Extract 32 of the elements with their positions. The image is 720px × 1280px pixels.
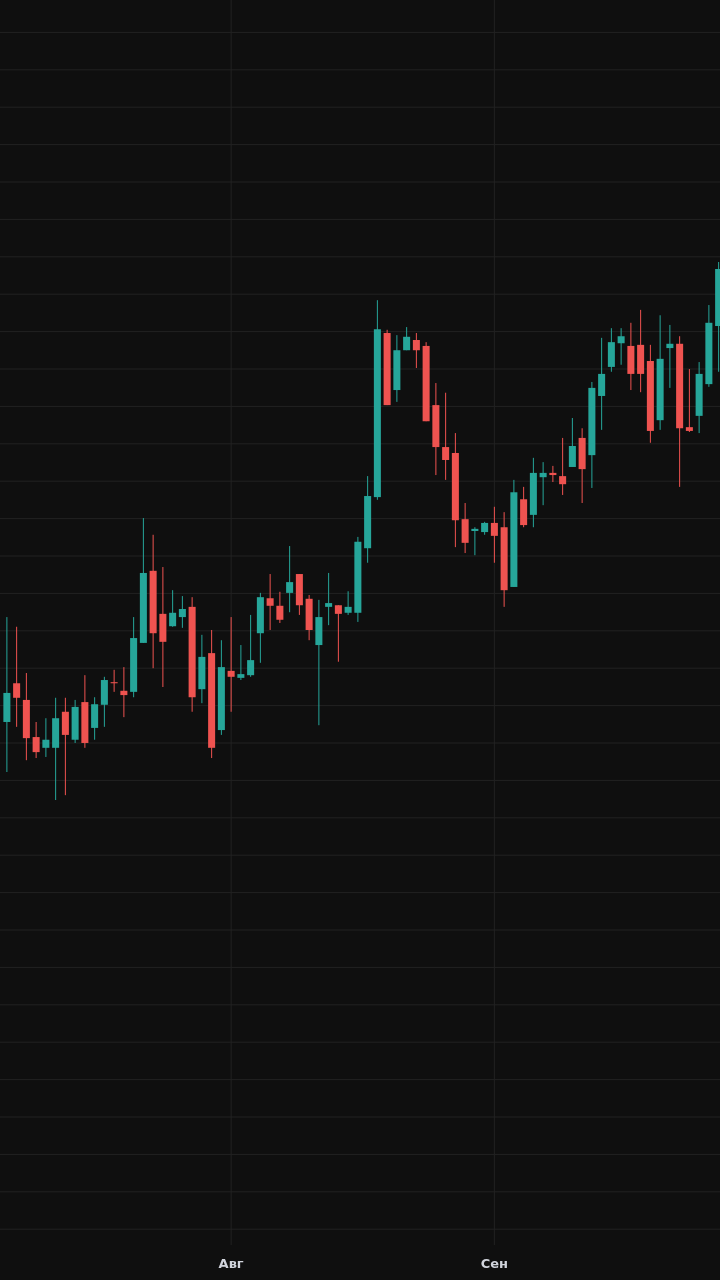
candlestick xyxy=(461,502,469,554)
x-tick-label: Авг xyxy=(218,1256,244,1271)
candlestick xyxy=(266,573,274,631)
candlestick xyxy=(412,332,420,369)
candlestick xyxy=(549,465,557,483)
candlestick xyxy=(442,392,450,481)
candlestick xyxy=(598,337,606,431)
candlestick xyxy=(334,604,342,663)
candlestick xyxy=(276,591,284,624)
candlestick xyxy=(120,666,128,718)
candlestick xyxy=(490,506,498,564)
candlestick xyxy=(568,417,576,468)
candlestick xyxy=(32,721,40,759)
candlestick xyxy=(169,589,177,628)
candlestick xyxy=(237,644,245,681)
candlestick xyxy=(325,572,333,626)
candlestick xyxy=(539,461,547,506)
x-tick-label: Сен xyxy=(480,1256,509,1271)
candlestick xyxy=(286,545,294,613)
candlestick xyxy=(61,697,69,796)
candlestick xyxy=(91,696,99,741)
candlestick xyxy=(471,526,479,556)
candlestick xyxy=(178,595,186,629)
candlestick xyxy=(13,626,21,728)
candlestick xyxy=(227,616,235,713)
candlestick xyxy=(666,324,674,389)
candlestick xyxy=(617,327,625,366)
candlestick xyxy=(247,614,255,678)
candlestick xyxy=(685,368,693,433)
candlestick xyxy=(559,437,567,496)
candlestick xyxy=(344,590,352,616)
candlestick xyxy=(42,717,50,758)
